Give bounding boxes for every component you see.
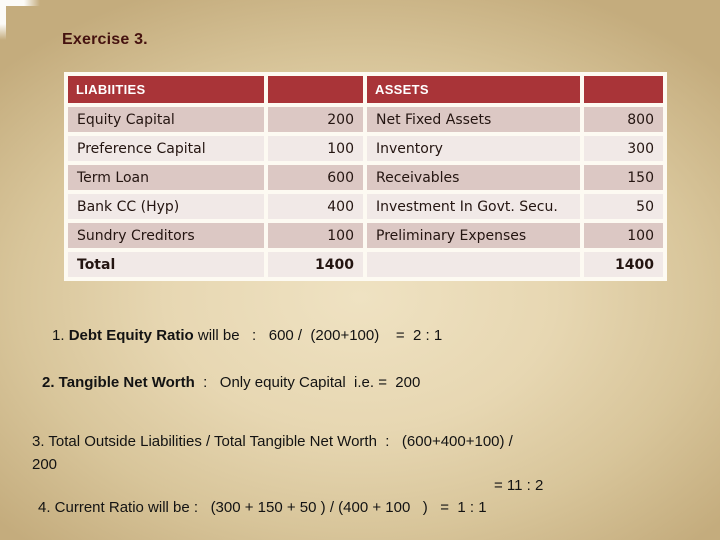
liability-label: Term Loan <box>68 165 264 190</box>
liability-value: 200 <box>268 107 363 132</box>
note-debt-equity-ratio: 1. Debt Equity Ratio will be : 600 / (20… <box>52 324 442 347</box>
liability-label: Sundry Creditors <box>68 223 264 248</box>
liability-label: Bank CC (Hyp) <box>68 194 264 219</box>
note-outside-liabilities-result: = 11 : 2 <box>494 477 544 494</box>
asset-label: Inventory <box>367 136 580 161</box>
asset-value: 800 <box>584 107 663 132</box>
liability-label: Preference Capital <box>68 136 264 161</box>
total-liabilities-value: 1400 <box>268 252 363 277</box>
slide-edge-artifact-left <box>0 0 6 40</box>
note-current-ratio: 4. Current Ratio will be : (300 + 150 + … <box>38 499 487 516</box>
liability-label: Equity Capital <box>68 107 264 132</box>
table-row: Preference Capital 100 Inventory 300 <box>68 136 663 161</box>
liability-value: 400 <box>268 194 363 219</box>
table-row: Term Loan 600 Receivables 150 <box>68 165 663 190</box>
page-title: Exercise 3. <box>62 31 148 48</box>
liability-value: 100 <box>268 223 363 248</box>
asset-label: Preliminary Expenses <box>367 223 580 248</box>
asset-value: 300 <box>584 136 663 161</box>
table-total-row: Total 1400 1400 <box>68 252 663 277</box>
liability-value: 600 <box>268 165 363 190</box>
asset-label: Net Fixed Assets <box>367 107 580 132</box>
asset-value: 150 <box>584 165 663 190</box>
table-row: Bank CC (Hyp) 400 Investment In Govt. Se… <box>68 194 663 219</box>
note-outside-liabilities: 3. Total Outside Liabilities / Total Tan… <box>32 433 513 473</box>
asset-label: Receivables <box>367 165 580 190</box>
asset-value: 100 <box>584 223 663 248</box>
total-label: Total <box>68 252 264 277</box>
liability-value: 100 <box>268 136 363 161</box>
header-assets: ASSETS <box>367 76 580 103</box>
note-bold-text: 2. Tangible Net Worth <box>42 374 195 391</box>
slide-edge-artifact-top <box>0 0 40 6</box>
table-row: Equity Capital 200 Net Fixed Assets 800 <box>68 107 663 132</box>
asset-label: Investment In Govt. Secu. <box>367 194 580 219</box>
asset-value: 50 <box>584 194 663 219</box>
table-header-row: LIABIITIES ASSETS <box>68 76 663 103</box>
header-liabilities: LIABIITIES <box>68 76 264 103</box>
header-liabilities-value <box>268 76 363 103</box>
note-rest-text: will be : 600 / (200+100) = 2 : 1 <box>193 327 443 344</box>
note-prefix: 1. <box>52 327 69 344</box>
note-tangible-net-worth: 2. Tangible Net Worth : Only equity Capi… <box>42 371 420 394</box>
note-bold-text: Debt Equity Ratio <box>68 327 194 344</box>
total-asset-label <box>367 252 580 277</box>
total-assets-value: 1400 <box>584 252 663 277</box>
balance-sheet-table: LIABIITIES ASSETS Equity Capital 200 Net… <box>64 72 667 281</box>
table-row: Sundry Creditors 100 Preliminary Expense… <box>68 223 663 248</box>
header-assets-value <box>584 76 663 103</box>
note-rest-text: : Only equity Capital i.e. = 200 <box>194 374 421 391</box>
